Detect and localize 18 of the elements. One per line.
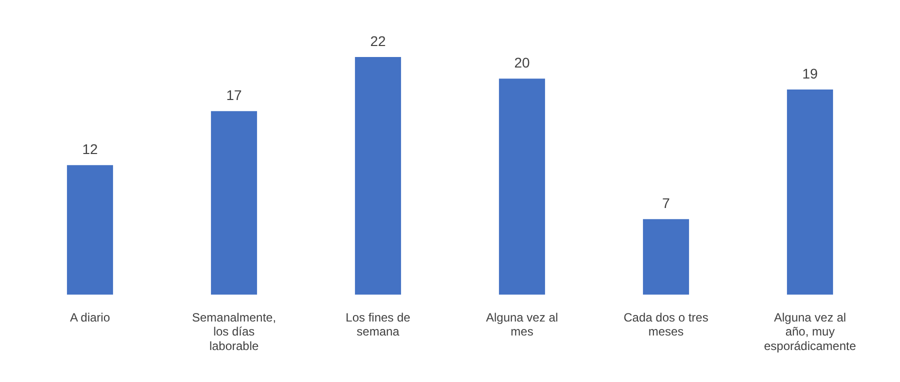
bar (210, 111, 258, 295)
bar (354, 57, 402, 295)
data-label: 7 (662, 195, 670, 212)
bar (498, 78, 546, 295)
data-label: 17 (226, 86, 242, 103)
data-label: 22 (370, 32, 386, 49)
x-tick-label: Alguna vez al mes (486, 310, 558, 339)
x-tick-label: Cada dos o tres meses (624, 310, 708, 339)
data-label: 19 (802, 65, 818, 82)
x-tick-label: Semanalmente, los días laborable (192, 310, 276, 354)
bar (786, 89, 834, 295)
x-tick-label: Alguna vez al año, muy esporádicamente (764, 310, 856, 354)
x-tick-label: Los fines de semana (346, 310, 411, 339)
bar (642, 219, 690, 295)
x-tick-label: A diario (70, 310, 110, 324)
data-label: 12 (82, 140, 98, 157)
data-label: 20 (514, 54, 530, 70)
bar (66, 165, 114, 295)
